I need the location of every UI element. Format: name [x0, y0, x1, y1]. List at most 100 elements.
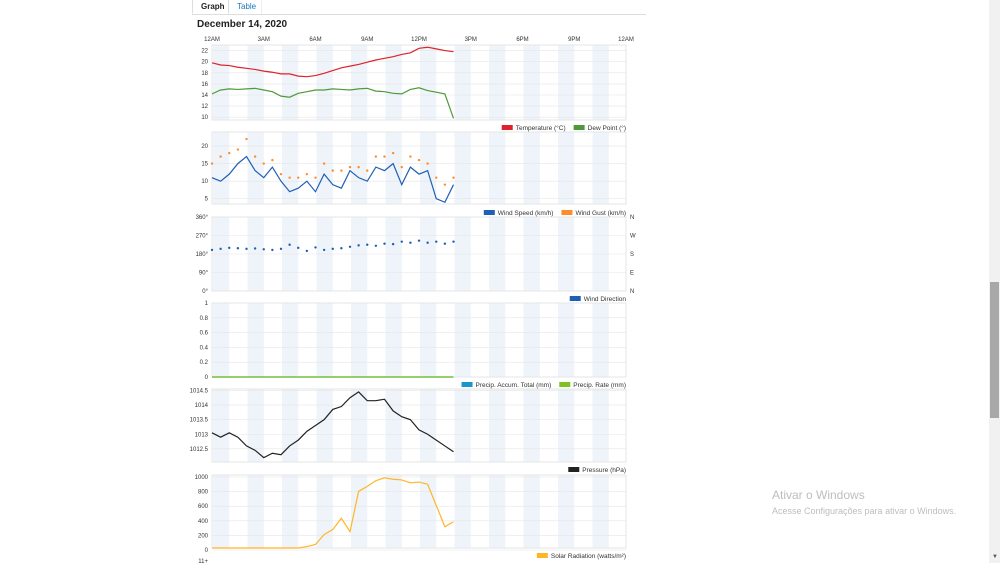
data-point-wind_direction	[245, 247, 248, 251]
y-tick-label-right: E	[630, 271, 634, 277]
data-point-wind_gust	[426, 162, 429, 165]
y-tick-label: 400	[198, 519, 209, 525]
hour-band	[282, 303, 299, 377]
time-tick-label: 9AM	[361, 37, 373, 43]
vertical-scrollbar[interactable]: ▼	[989, 0, 1000, 563]
hour-band	[592, 132, 609, 204]
time-tick-label: 3PM	[465, 37, 477, 43]
data-point-wind_direction	[348, 245, 352, 249]
data-point-wind_gust	[435, 176, 438, 179]
y-tick-label: 1000	[195, 475, 209, 481]
hour-band	[454, 389, 471, 462]
legend-swatch	[536, 553, 548, 558]
data-point-wind_direction	[443, 242, 447, 245]
y-tick-label-right: S	[630, 252, 634, 258]
hour-band	[385, 389, 402, 462]
tab-graph[interactable]: Graph	[192, 0, 229, 14]
data-point-wind_direction	[331, 247, 334, 251]
hour-band	[385, 303, 402, 377]
hour-band	[489, 132, 506, 204]
y-tick-label: 200	[198, 533, 209, 539]
hour-band	[247, 389, 264, 462]
data-point-wind_direction	[297, 246, 300, 250]
time-tick-label: 12AM	[204, 37, 220, 43]
data-point-wind_gust	[314, 176, 317, 179]
tab-table[interactable]: Table	[229, 0, 262, 14]
data-point-wind_direction	[426, 241, 429, 244]
hour-band	[558, 132, 575, 204]
data-point-wind_gust	[297, 176, 300, 179]
windows-activation-subtitle: Acesse Configurações para ativar o Windo…	[772, 506, 957, 516]
y-tick-label: 1014	[195, 403, 209, 409]
data-point-wind_direction	[228, 246, 231, 250]
hour-band	[454, 45, 471, 120]
hour-band	[213, 475, 230, 548]
legend-label: Dew Point (°)	[588, 124, 626, 132]
data-point-wind_direction	[374, 244, 378, 247]
data-point-wind_gust	[417, 158, 421, 162]
hour-band	[523, 132, 540, 204]
y-tick-label: 1012.5	[190, 447, 209, 453]
hour-band	[592, 303, 609, 377]
data-point-wind_gust	[391, 151, 395, 155]
hour-band	[213, 303, 230, 377]
data-point-wind_direction	[400, 240, 403, 243]
hour-band	[385, 475, 402, 548]
data-point-wind_gust	[288, 176, 291, 179]
data-point-wind_direction	[435, 240, 438, 243]
time-tick-label: 12PM	[411, 37, 427, 43]
y-tick-label: 600	[198, 504, 209, 510]
data-point-wind_gust	[357, 165, 360, 169]
hour-band	[420, 389, 437, 462]
y-tick-label: 1013.5	[190, 418, 209, 424]
data-point-wind_direction	[417, 239, 421, 242]
legend-swatch	[561, 210, 573, 215]
data-point-wind_gust	[228, 151, 231, 155]
hour-band	[213, 389, 230, 462]
hour-band	[454, 132, 471, 204]
legend-swatch	[501, 125, 513, 130]
data-point-wind_direction	[366, 243, 369, 246]
data-point-wind_gust	[322, 162, 326, 165]
legend-swatch	[568, 467, 580, 472]
data-point-wind_gust	[400, 165, 403, 169]
y-tick-label: 20	[201, 60, 208, 66]
scrollbar-thumb[interactable]	[990, 282, 999, 418]
legend-label: Wind Direction	[584, 296, 627, 303]
hour-band	[385, 45, 402, 120]
time-tick-label: 3AM	[258, 37, 270, 43]
hour-band	[523, 475, 540, 548]
data-point-wind_direction	[357, 244, 360, 247]
y-tick-label: 0.4	[200, 345, 209, 351]
y-tick-label: 90°	[199, 271, 209, 277]
scroll-down-arrow-icon[interactable]: ▼	[992, 554, 998, 560]
y-tick-label: 0°	[202, 289, 208, 295]
legend-swatch	[559, 382, 571, 387]
data-point-wind_direction	[340, 247, 343, 250]
hour-band	[558, 303, 575, 377]
data-point-wind_gust	[374, 155, 378, 158]
y-tick-label-right: W	[630, 234, 636, 240]
data-point-wind_direction	[288, 243, 291, 246]
data-point-wind_direction	[219, 247, 222, 251]
hour-band	[592, 45, 609, 120]
data-point-wind_gust	[210, 162, 214, 165]
y-tick-label: 12	[201, 104, 208, 110]
y-tick-label: 0.6	[200, 331, 209, 337]
hour-band	[592, 475, 609, 548]
hour-band	[247, 132, 264, 204]
hour-band	[247, 45, 264, 120]
y-tick-label: 360°	[196, 215, 209, 221]
hour-band	[282, 475, 299, 548]
series-line-solar	[212, 477, 454, 549]
legend-label: Solar Radiation (watts/m²)	[551, 553, 626, 560]
series-line-pressure	[211, 391, 454, 459]
y-tick-label: 0	[205, 375, 209, 381]
y-tick-label: 11+	[198, 559, 208, 563]
data-point-wind_direction	[236, 247, 240, 250]
hour-band	[420, 132, 437, 204]
hour-band	[316, 303, 333, 377]
hour-band	[489, 389, 506, 462]
y-tick-label-right: N	[630, 215, 634, 221]
